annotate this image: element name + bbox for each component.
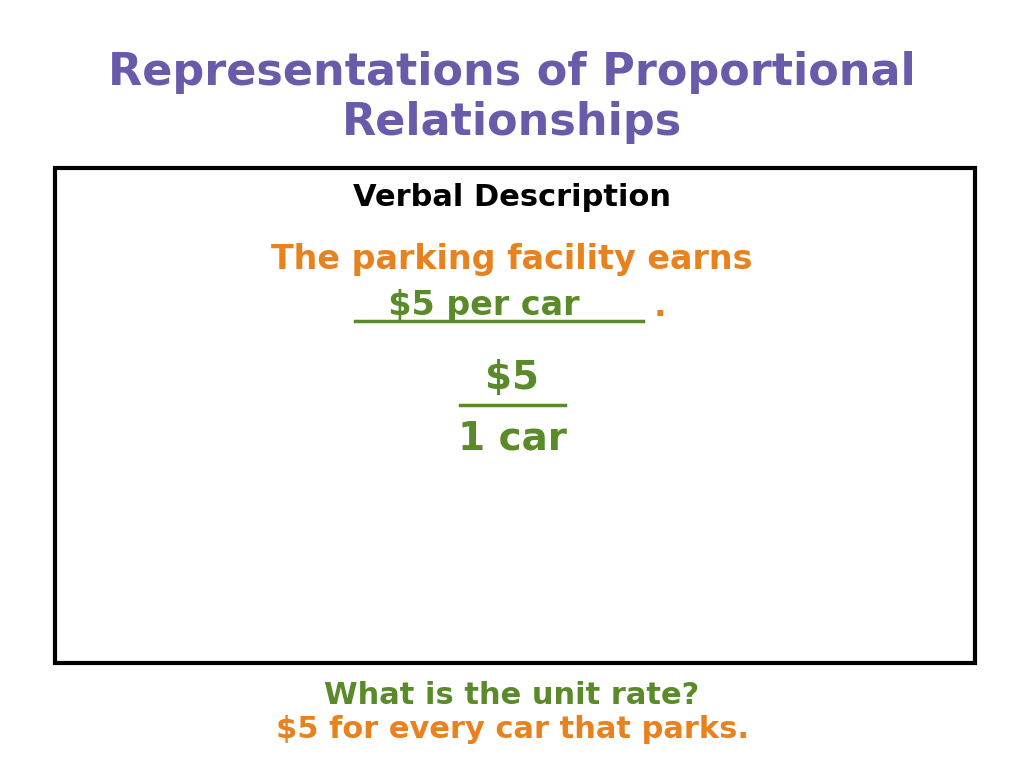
Text: What is the unit rate?: What is the unit rate? <box>325 681 699 710</box>
Text: Relationships: Relationships <box>342 101 682 144</box>
Text: The parking facility earns: The parking facility earns <box>271 243 753 276</box>
Text: $5 per car: $5 per car <box>366 290 614 323</box>
Text: $5: $5 <box>485 359 539 397</box>
Bar <box>55 168 975 663</box>
Text: $5 for every car that parks.: $5 for every car that parks. <box>275 716 749 744</box>
Text: 1 car: 1 car <box>458 419 566 457</box>
Text: .: . <box>653 290 667 323</box>
Text: Verbal Description: Verbal Description <box>353 184 671 213</box>
Text: Representations of Proportional: Representations of Proportional <box>109 51 915 94</box>
